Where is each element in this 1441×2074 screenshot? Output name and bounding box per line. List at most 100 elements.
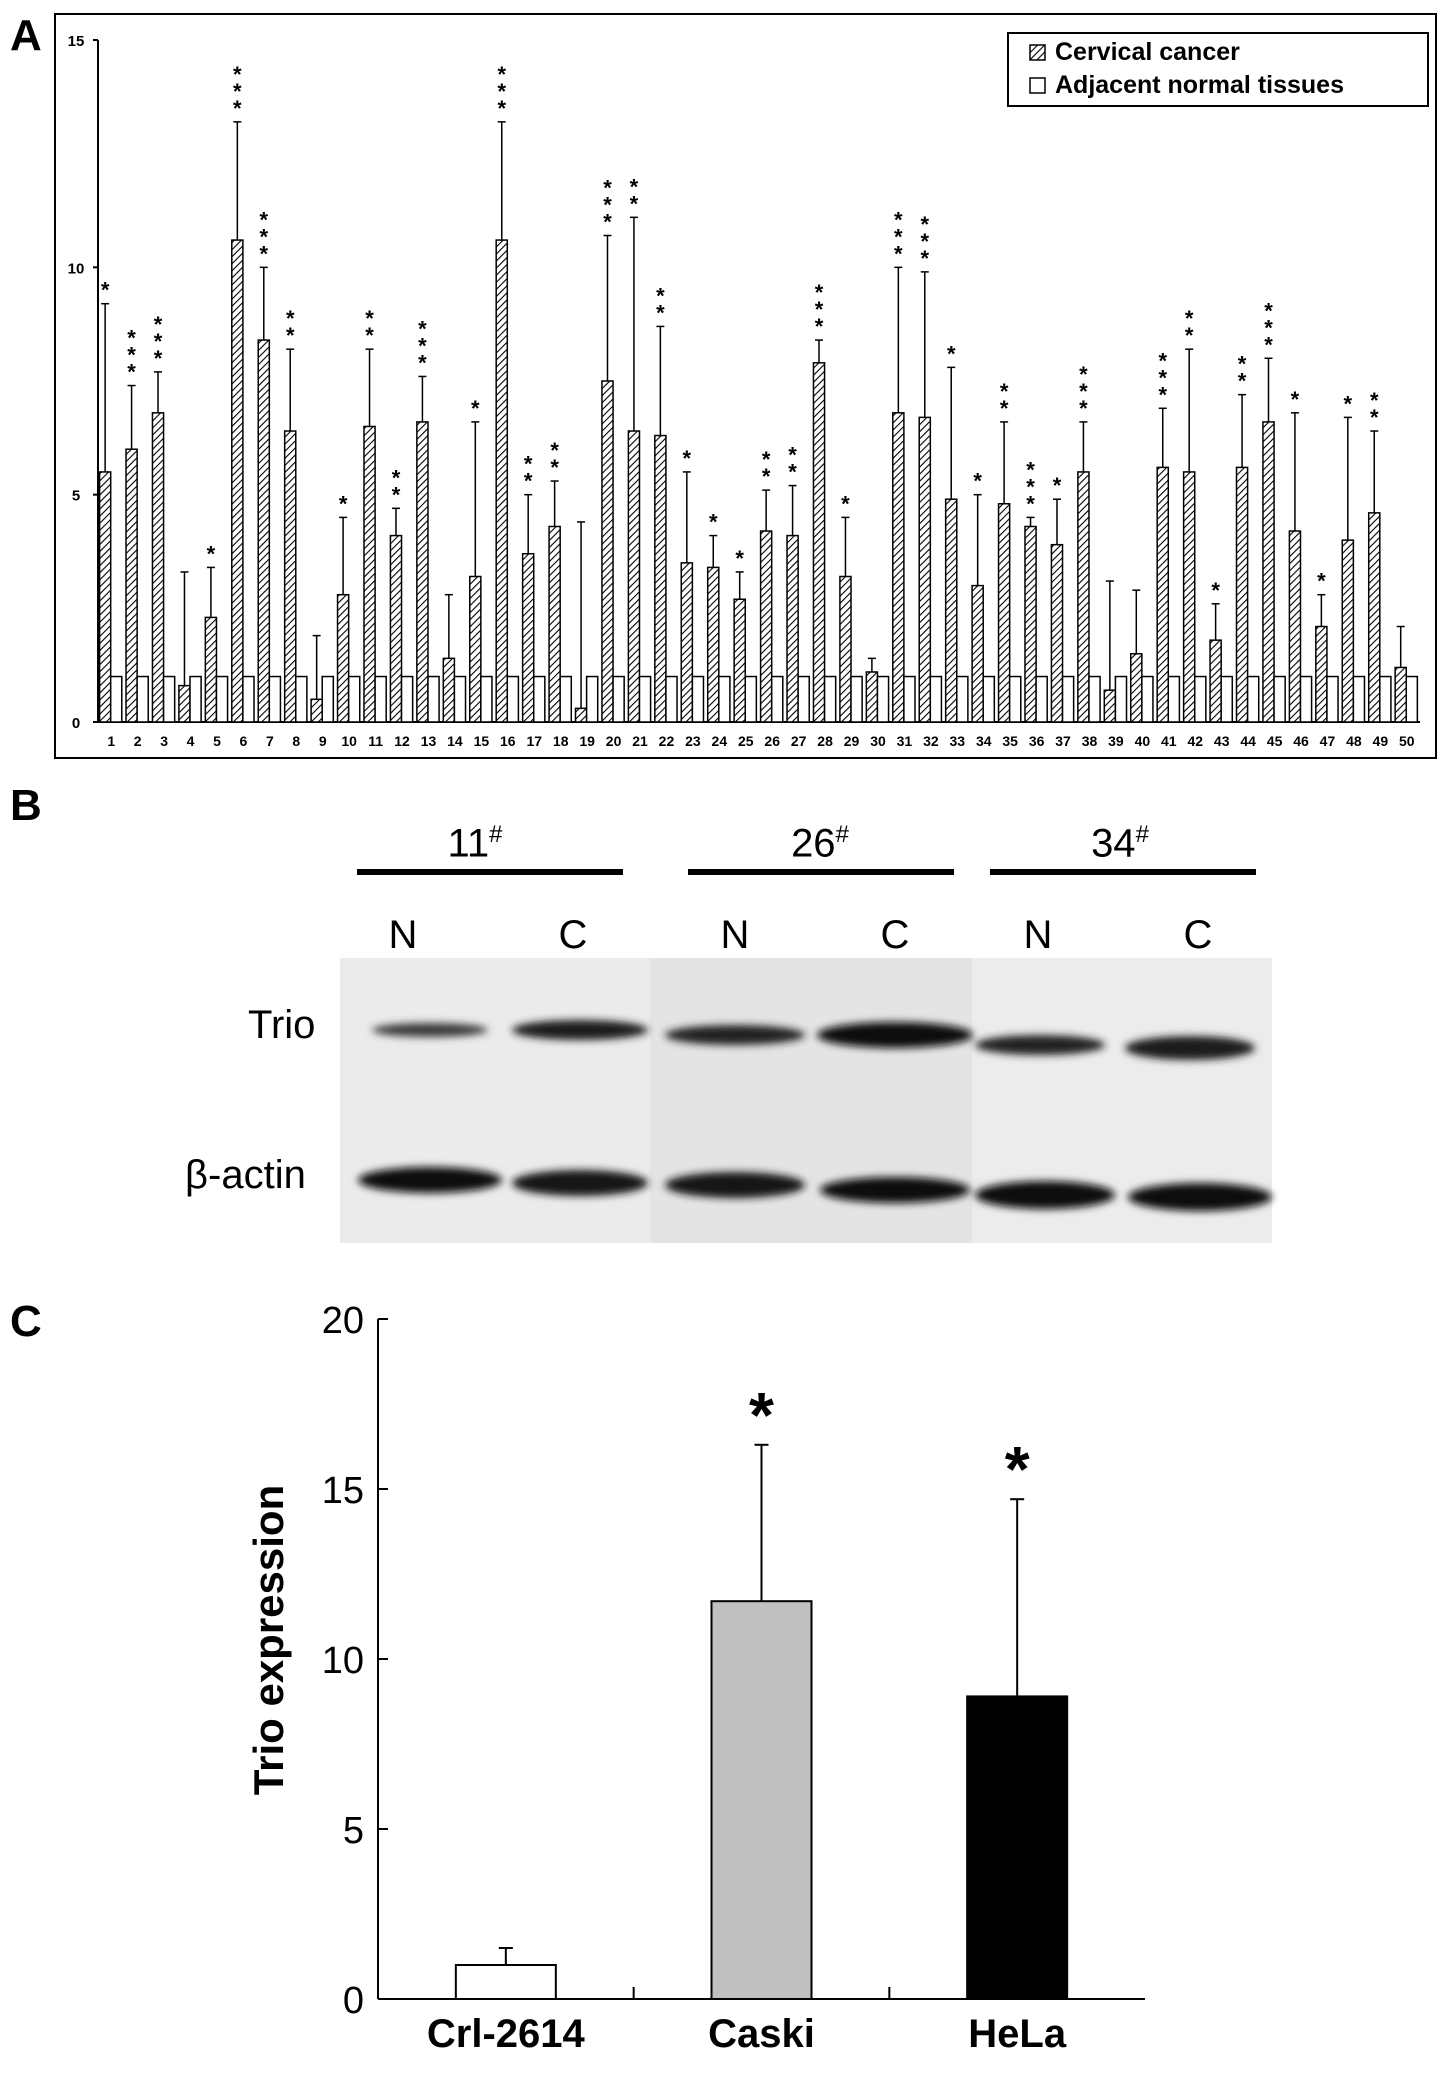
significance-star-2: *	[127, 360, 136, 385]
bar-normal-50	[1405, 675, 1419, 723]
chart-a-xtick-label: 19	[579, 733, 595, 749]
significance-star-13: *	[418, 350, 427, 375]
trio-band-lane-1	[372, 1023, 488, 1037]
significance-star-3: *	[154, 346, 163, 371]
significance-star-22: *	[656, 283, 665, 308]
trio-band-lane-3	[665, 1025, 805, 1045]
bar-normal-49	[1379, 675, 1392, 723]
significance-star-38: *	[1079, 362, 1088, 387]
bar-normal-21	[638, 675, 652, 723]
significance-star-29: *	[841, 491, 850, 516]
bar-normal-6	[242, 675, 255, 723]
bar-hela	[966, 1695, 1069, 2001]
significance-star-46: *	[1291, 387, 1300, 412]
chart-a-xtick-label: 6	[240, 733, 248, 749]
significance-star-13: *	[418, 333, 427, 358]
bar-normal-44	[1246, 675, 1260, 723]
significance-star-3: *	[154, 329, 163, 354]
bar-normal-41	[1167, 675, 1181, 723]
chart-a-legend: Cervical cancer Adjacent normal tissues	[1007, 32, 1429, 107]
actin-band-lane-1	[358, 1167, 502, 1193]
actin-band-lane-3	[665, 1172, 805, 1198]
significance-star-26: *	[762, 464, 771, 489]
chart-a-xtick-label: 29	[844, 733, 860, 749]
significance-star-23: *	[683, 446, 692, 471]
bar-normal-24	[718, 675, 731, 723]
significance-star-17: *	[524, 452, 533, 477]
significance-star-12: *	[392, 465, 401, 490]
chart-a-ytick-label: 0	[72, 715, 80, 732]
chart-a-xtick-label: 5	[213, 733, 221, 749]
significance-star-44: *	[1238, 369, 1247, 394]
significance-star-16: *	[497, 62, 506, 87]
chart-a-xtick-label: 4	[187, 733, 195, 749]
panel-label-b: B	[10, 781, 42, 830]
significance-star-31: *	[894, 224, 903, 249]
chart-a-xtick-label: 9	[319, 733, 327, 749]
significance-star-33: *	[947, 341, 956, 366]
significance-star-7: *	[259, 224, 268, 249]
bar-normal-47	[1326, 675, 1339, 723]
significance-star-hela: *	[1005, 1433, 1030, 1505]
significance-star-41: *	[1158, 365, 1167, 390]
significance-star-27: *	[788, 460, 797, 485]
significance-star-28: *	[815, 280, 824, 305]
bar-normal-36	[1035, 675, 1048, 723]
trio-band-lane-6	[1125, 1036, 1255, 1060]
bar-normal-13	[427, 675, 440, 723]
actin-band-lane-5	[975, 1181, 1115, 1209]
significance-star-24: *	[709, 510, 718, 535]
significance-star-45: *	[1264, 315, 1273, 340]
significance-star-20: *	[603, 176, 612, 201]
chart-c-xtick-label: Crl-2614	[427, 2012, 586, 2056]
chart-a-xtick-label: 25	[738, 733, 754, 749]
chart-a-ytick-label: 15	[68, 33, 85, 50]
chart-a-xtick-label: 38	[1082, 733, 1098, 749]
significance-star-13: *	[418, 316, 427, 341]
chart-a-xtick-label: 37	[1055, 733, 1071, 749]
lane-label-2: C	[558, 913, 588, 957]
chart-a-xtick-label: 28	[817, 733, 833, 749]
bar-normal-29	[850, 675, 863, 723]
bar-normal-48	[1352, 675, 1366, 723]
chart-a-xtick-label: 27	[791, 733, 807, 749]
chart-a-xtick-label: 44	[1240, 733, 1256, 749]
significance-star-7: *	[259, 207, 268, 232]
bar-normal-15	[480, 675, 493, 723]
significance-star-20: *	[603, 210, 612, 235]
significance-star-47: *	[1317, 569, 1326, 594]
blot-group-label-3: 34#	[1091, 821, 1149, 866]
significance-star-1: *	[101, 278, 110, 303]
significance-star-38: *	[1079, 396, 1088, 421]
bar-normal-46	[1299, 675, 1313, 723]
bar-normal-5	[215, 675, 229, 723]
significance-star-18: *	[550, 455, 559, 480]
bar-normal-30	[876, 675, 890, 723]
chart-a-xtick-label: 50	[1399, 733, 1415, 749]
bar-normal-1	[109, 675, 123, 723]
significance-star-25: *	[735, 546, 744, 571]
blot-group-label-1: 11#	[447, 821, 503, 866]
bar-normal-38	[1088, 675, 1101, 723]
chart-a-xtick-label: 49	[1373, 733, 1389, 749]
chart-a-xtick-label: 16	[500, 733, 516, 749]
panel-label-a: A	[10, 11, 42, 60]
bar-normal-40	[1141, 675, 1154, 723]
significance-star-49: *	[1370, 388, 1379, 413]
bar-normal-17	[532, 675, 546, 723]
significance-star-15: *	[471, 396, 480, 421]
significance-star-caski: *	[749, 1379, 774, 1451]
bar-normal-16	[506, 675, 520, 723]
bar-normal-34	[982, 675, 996, 723]
chart-a-labels: *1***2***3 4*5***6***7**8 9*10**11**12***1…	[101, 62, 1415, 749]
bar-normal-20	[612, 675, 625, 723]
lane-label-6: C	[1183, 913, 1213, 957]
chart-a-bars	[98, 121, 1419, 723]
significance-star-21: *	[630, 174, 639, 199]
legend-label-normal: Adjacent normal tissues	[1055, 71, 1344, 99]
legend-swatch-normal	[1029, 77, 1046, 94]
bar-normal-32	[929, 675, 943, 723]
significance-star-44: *	[1238, 352, 1247, 377]
lane-label-1: N	[388, 913, 418, 957]
